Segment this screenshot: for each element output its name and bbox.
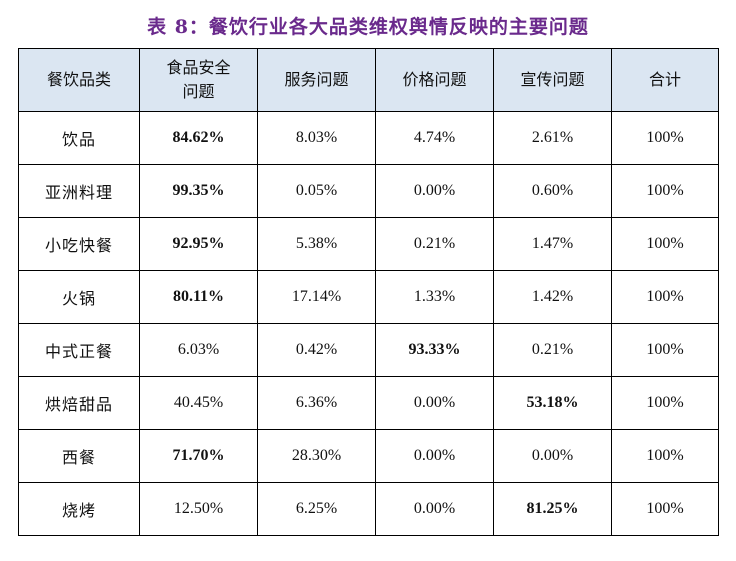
cell-service: 17.14% (257, 270, 376, 324)
cell-total: 100% (611, 217, 719, 271)
cell-promotion: 0.60% (493, 164, 612, 218)
cell-promotion: 53.18% (493, 376, 612, 430)
cell-price: 0.21% (375, 217, 494, 271)
column-header-total: 合计 (611, 48, 719, 112)
cell-total: 100% (611, 164, 719, 218)
row-category-cell: 烘焙甜品 (18, 376, 140, 430)
cell-promotion: 1.42% (493, 270, 612, 324)
column-header-price: 价格问题 (375, 48, 494, 112)
column-header-food-safety: 食品安全问题 (139, 48, 258, 112)
cell-price: 4.74% (375, 111, 494, 165)
column-header-service: 服务问题 (257, 48, 376, 112)
column-header-food-safety-text: 食品安全问题 (166, 58, 231, 101)
cell-service: 6.36% (257, 376, 376, 430)
table-title: 表 8：餐饮行业各大品类维权舆情反映的主要问题 (147, 16, 589, 38)
cell-service: 6.25% (257, 482, 376, 536)
cell-food-safety: 80.11% (139, 270, 258, 324)
cell-total: 100% (611, 323, 719, 377)
cell-food-safety: 6.03% (139, 323, 258, 377)
row-category-cell: 小吃快餐 (18, 217, 140, 271)
cell-price: 0.00% (375, 482, 494, 536)
cell-price: 0.00% (375, 164, 494, 218)
cell-total: 100% (611, 482, 719, 536)
row-category-cell: 中式正餐 (18, 323, 140, 377)
cell-service: 8.03% (257, 111, 376, 165)
cell-total: 100% (611, 111, 719, 165)
cell-service: 5.38% (257, 217, 376, 271)
table-row-asian-cuisine: 亚洲料理 99.35% 0.05% 0.00% 0.60% 100% (18, 164, 719, 218)
cell-price: 0.00% (375, 376, 494, 430)
cell-promotion: 0.21% (493, 323, 612, 377)
cell-total: 100% (611, 429, 719, 483)
table-row-snack-fastfood: 小吃快餐 92.95% 5.38% 0.21% 1.47% 100% (18, 217, 719, 271)
table-row-drinks: 饮品 84.62% 8.03% 4.74% 2.61% 100% (18, 111, 719, 165)
table-row-bakery-dessert: 烘焙甜品 40.45% 6.36% 0.00% 53.18% 100% (18, 376, 719, 430)
cell-total: 100% (611, 270, 719, 324)
cell-service: 28.30% (257, 429, 376, 483)
cell-price: 1.33% (375, 270, 494, 324)
row-category-cell: 亚洲料理 (18, 164, 140, 218)
table-body: 饮品 84.62% 8.03% 4.74% 2.61% 100% 亚洲料理 99.35% 0.0… (18, 111, 719, 536)
cell-promotion: 2.61% (493, 111, 612, 165)
cell-promotion: 81.25% (493, 482, 612, 536)
cell-price: 0.00% (375, 429, 494, 483)
table-row-chinese-formal: 中式正餐 6.03% 0.42% 93.33% 0.21% 100% (18, 323, 719, 377)
cell-food-safety: 99.35% (139, 164, 258, 218)
table-row-western: 西餐 71.70% 28.30% 0.00% 0.00% 100% (18, 429, 719, 483)
cell-food-safety: 92.95% (139, 217, 258, 271)
header-row: 餐饮品类 食品安全问题 服务问题 价格问题 宣传问题 合计 (18, 48, 719, 112)
column-header-category: 餐饮品类 (18, 48, 140, 112)
cell-total: 100% (611, 376, 719, 430)
table-row-hotpot: 火锅 80.11% 17.14% 1.33% 1.42% 100% (18, 270, 719, 324)
cell-food-safety: 40.45% (139, 376, 258, 430)
cell-promotion: 0.00% (493, 429, 612, 483)
row-category-cell: 饮品 (18, 111, 140, 165)
cell-service: 0.05% (257, 164, 376, 218)
cell-promotion: 1.47% (493, 217, 612, 271)
cell-food-safety: 71.70% (139, 429, 258, 483)
cell-food-safety: 12.50% (139, 482, 258, 536)
row-category-cell: 火锅 (18, 270, 140, 324)
cell-service: 0.42% (257, 323, 376, 377)
cell-price: 93.33% (375, 323, 494, 377)
data-table: 餐饮品类 食品安全问题 服务问题 价格问题 宣传问题 合计 饮品 84.62% 8.… (18, 48, 719, 536)
column-header-promotion: 宣传问题 (493, 48, 612, 112)
row-category-cell: 烧烤 (18, 482, 140, 536)
cell-food-safety: 84.62% (139, 111, 258, 165)
table-row-bbq: 烧烤 12.50% 6.25% 0.00% 81.25% 100% (18, 482, 719, 536)
row-category-cell: 西餐 (18, 429, 140, 483)
